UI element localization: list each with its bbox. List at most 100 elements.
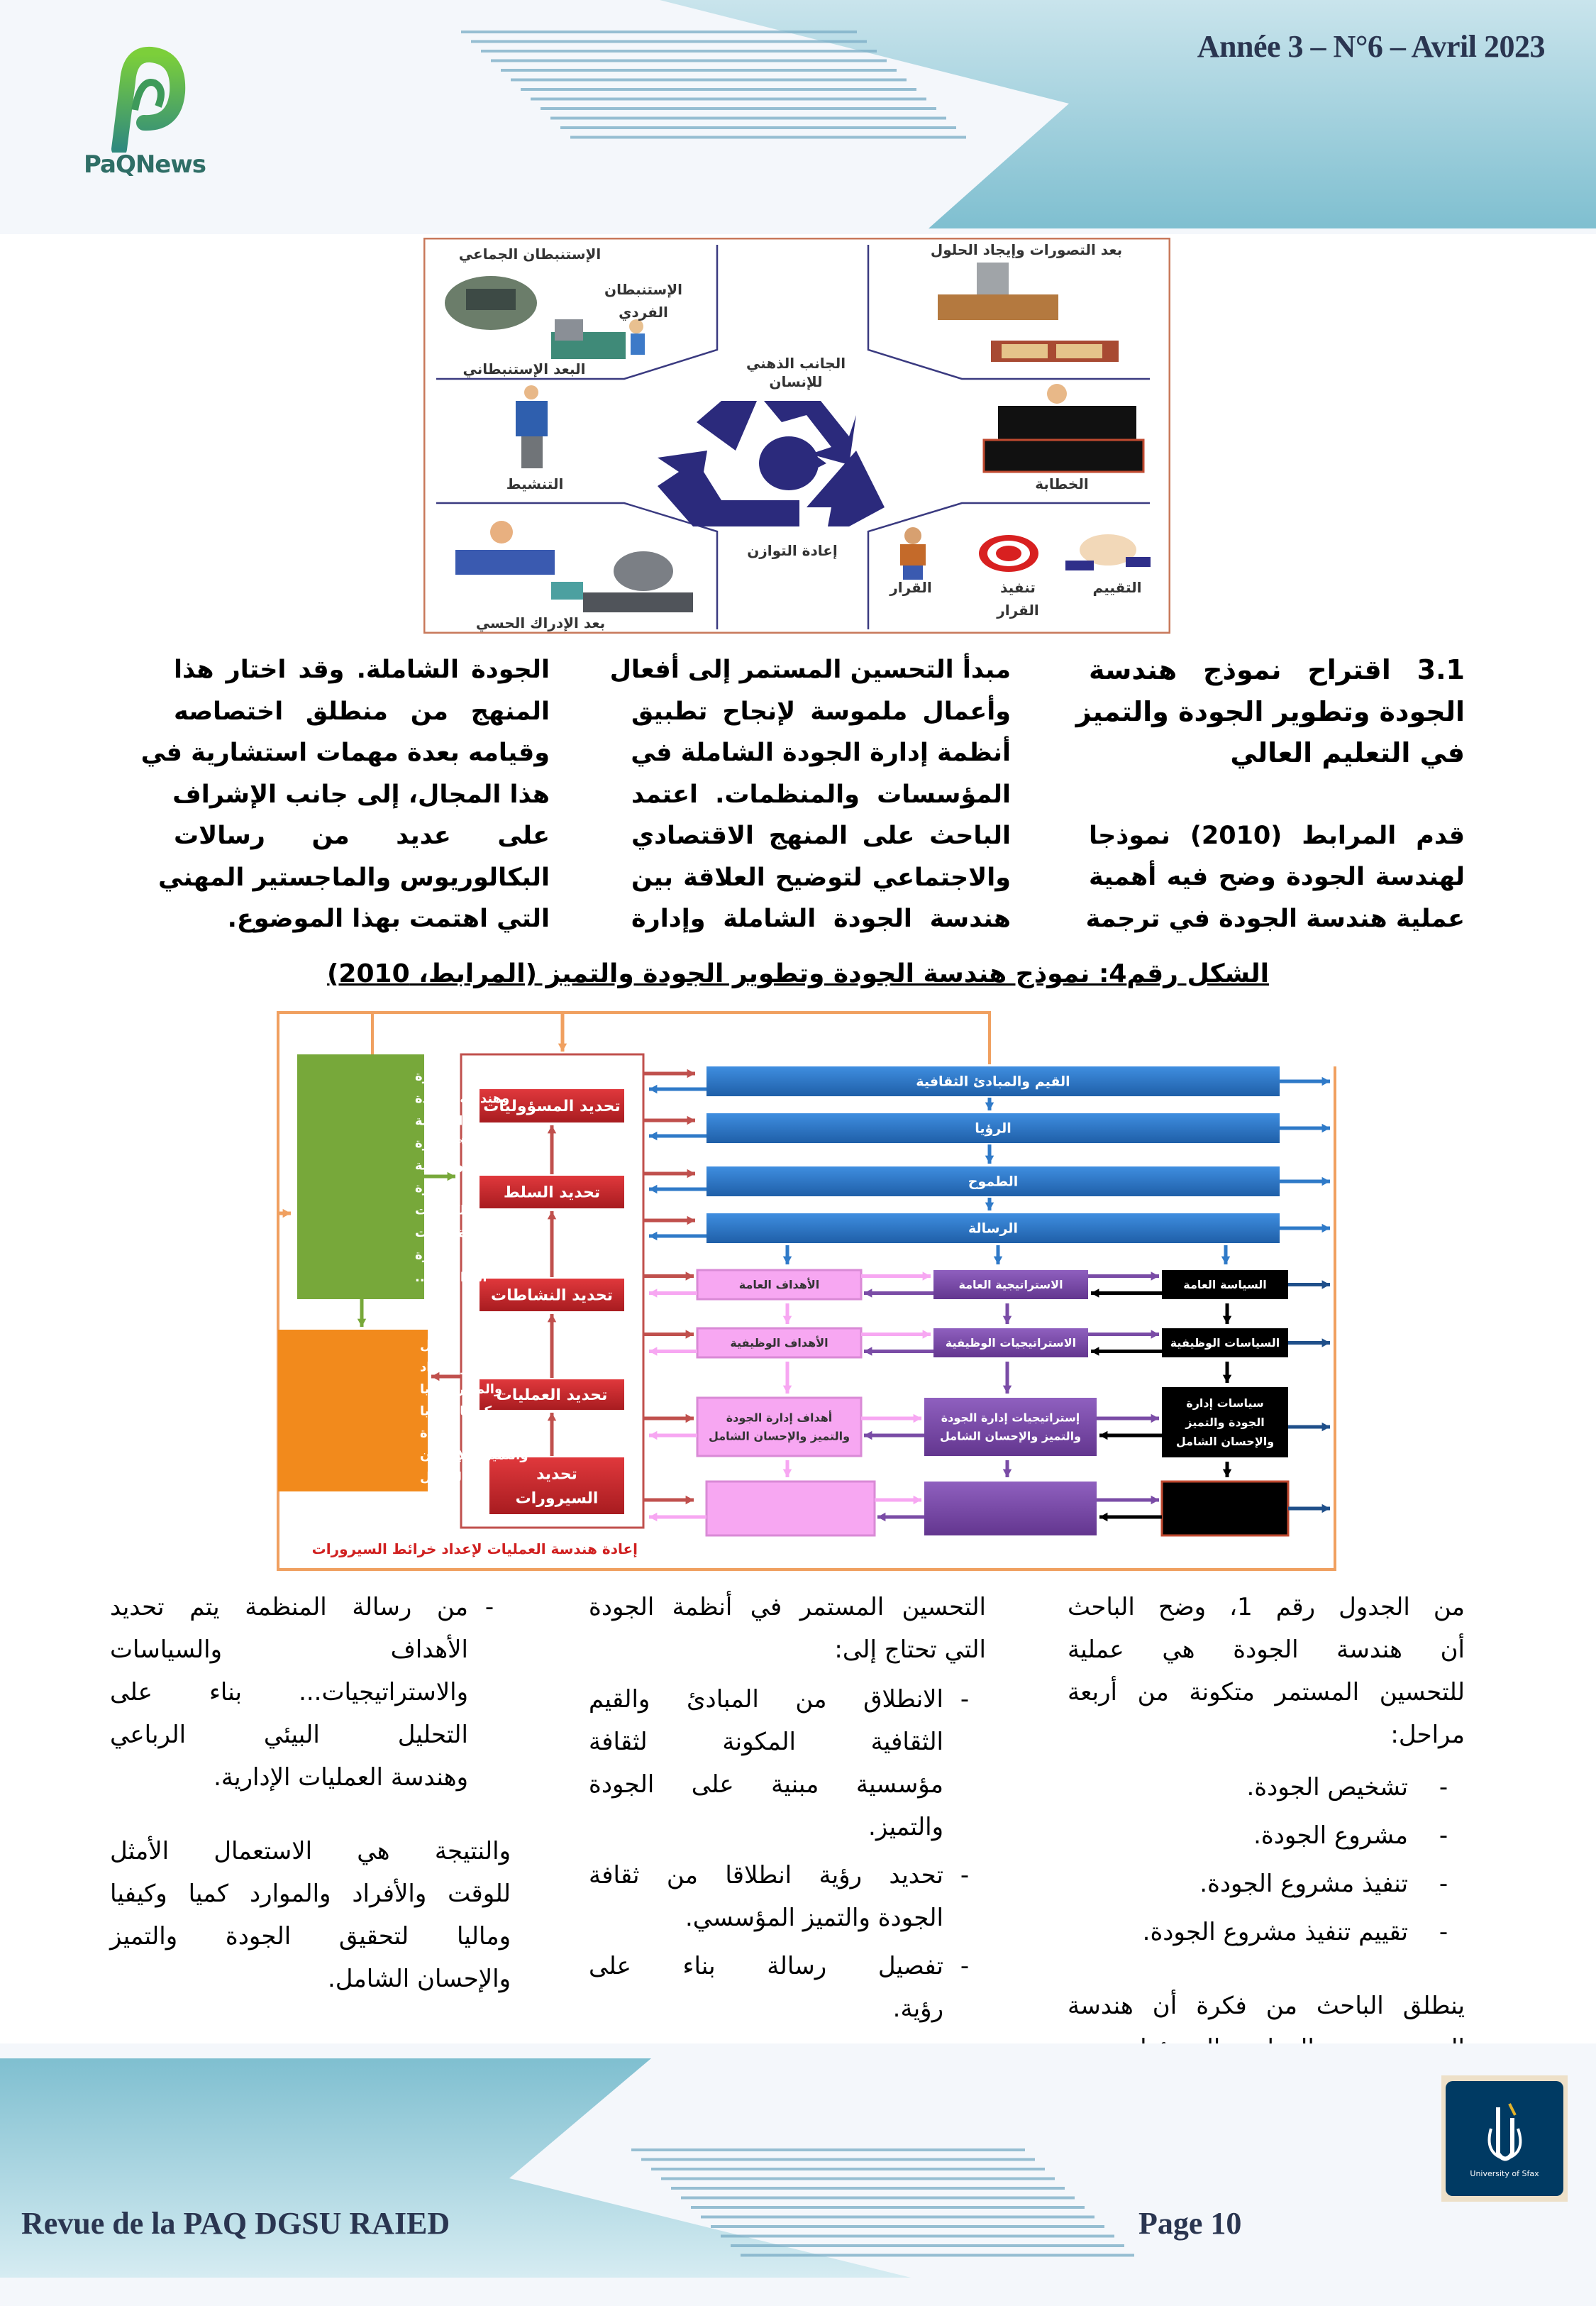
diagram-label: الجودة والتميز xyxy=(1185,1416,1264,1429)
diagram-label: والإحسان الشامل xyxy=(1176,1435,1274,1448)
clipart-reader xyxy=(455,521,555,575)
green-box xyxy=(297,1054,424,1299)
diagram-label: إستراتيجيات إدارة الجودة xyxy=(941,1411,1080,1425)
text-line: الانطلاق من المبادئ والقيم xyxy=(589,1685,943,1714)
diagram-label: الشاملة xyxy=(415,1114,462,1129)
blue-arrow-head xyxy=(649,1231,658,1241)
purple-box xyxy=(933,1270,1088,1299)
red-button-box xyxy=(480,1176,624,1208)
purple-down-arrow-head xyxy=(1002,1385,1012,1394)
text-line: تشخيص الجودة. xyxy=(1246,1773,1408,1802)
paqnews-logo-icon xyxy=(111,46,186,153)
list-dash: - xyxy=(1439,1870,1448,1898)
red-arrow-head xyxy=(685,1495,694,1505)
page-number: Page 10 xyxy=(1138,2206,1242,2241)
text-line: الأهداف والسياسات xyxy=(110,1635,468,1664)
black-arrow-head xyxy=(1091,1289,1099,1298)
blue-bar xyxy=(706,1166,1280,1196)
text-line: الثقافية المكونة لثقافة xyxy=(589,1728,943,1756)
black-box xyxy=(1162,1387,1288,1457)
header-decoration xyxy=(461,0,1596,228)
purple-arrow-head xyxy=(864,1289,872,1298)
label-execute-1: تنفيذ xyxy=(1000,579,1036,596)
purple-box xyxy=(924,1482,1097,1535)
diagram-label: * إدارة xyxy=(415,1069,457,1084)
diagram-label: وهندسة الجودة xyxy=(415,1091,509,1106)
diagram-label: سياسات إدارة xyxy=(1186,1396,1264,1410)
green-arrow-head xyxy=(357,1318,367,1327)
diagram-label: تحديد السلط xyxy=(504,1184,600,1202)
purple-arrow-head xyxy=(877,1512,886,1522)
orange-arrow-head xyxy=(282,1208,291,1218)
blue-bar xyxy=(706,1113,1280,1143)
red-arrow-head xyxy=(431,1372,440,1381)
pink-arrow-head xyxy=(913,1413,921,1423)
pink-box xyxy=(696,1269,863,1301)
text-line: والاجتماعي لتوضيح العلاقة بين xyxy=(631,863,1011,892)
red-arrow-head xyxy=(685,1271,694,1281)
text-line: مؤسسية مبنية على الجودة xyxy=(589,1770,943,1799)
black-box xyxy=(1162,1270,1288,1299)
quality-engineering-diagram: * إدارة وهندسة الجودة الشاملة * الإدارة اللو… xyxy=(277,1011,1336,1571)
figure-dividers xyxy=(436,245,1150,629)
diagram-label: الكفاءات xyxy=(415,1203,470,1218)
page-header: PaQNews Année 3 – N°6 – Avril 2023 xyxy=(0,0,1596,234)
section-heading: 3.1 اقتراح نموذج هندسة xyxy=(1089,654,1465,685)
frame-line xyxy=(277,1066,1336,1571)
label-collective-introspection: الإستنبطان الجماعي xyxy=(459,246,602,263)
blue-bar-label: الطموح xyxy=(968,1174,1019,1190)
diagram-label: والتميز والإحسان الشامل xyxy=(940,1430,1081,1443)
pink-arrow-head xyxy=(922,1330,931,1339)
frame-line xyxy=(372,1011,991,1064)
text-line: البكالوريوس والماجستير المهني xyxy=(157,863,550,892)
issue-info: Année 3 – N°6 – Avril 2023 xyxy=(1197,29,1546,64)
column-middle-2: التحسين المستمر في أنظمة الجودة التي تحت… xyxy=(589,1586,986,2030)
label-rebalancing: إعادة التوازن xyxy=(747,542,838,559)
red-arrow-head xyxy=(687,1115,695,1125)
diagram-label: * الإدارة xyxy=(415,1136,466,1151)
text-line: تفصيل رسالة بناء على xyxy=(589,1952,943,1980)
column-middle-1: مبدأ التحسين المستمر إلى أفعال وأعمال مل… xyxy=(610,649,1011,940)
figure-caption: الشكل رقم4: نموذج هندسة الجودة وتطوير ال… xyxy=(326,959,1270,988)
pink-arrow-head xyxy=(649,1512,658,1522)
diagram-label: تحديد المسؤوليات xyxy=(483,1098,620,1115)
text-line: من الجدول رقم 1، وضح الباحث xyxy=(1068,1593,1465,1621)
list-dash: - xyxy=(1439,1918,1448,1946)
logo-text: PaQNews xyxy=(84,150,206,179)
column-right-2: من الجدول رقم 1، وضح الباحث أن هندسة الج… xyxy=(1068,1586,1465,2043)
text-line: لهندسة الجودة وضح فيه أهمية xyxy=(1089,863,1465,891)
diagram-label: * إدارة الوقت xyxy=(415,1225,500,1240)
red-button-box xyxy=(489,1457,624,1514)
recycle-head-icon xyxy=(658,401,885,526)
diagram-label: السيرورات xyxy=(516,1490,599,1508)
label-introspective-dimension: البعد الإستنبطاني xyxy=(463,360,586,378)
text-line: تقييم تنفيذ مشروع الجودة. xyxy=(1142,1918,1408,1946)
red-arrow-head xyxy=(687,1069,695,1078)
diagram-label: الاستعمال الأمثل xyxy=(420,1337,526,1352)
red-arrow-head xyxy=(687,1169,695,1179)
diagram-label: والتميز والإحسان الشامل xyxy=(709,1430,850,1443)
black-box xyxy=(1160,1480,1290,1537)
text-line: للوقت والأفراد والموارد كميا وكيفيا xyxy=(110,1880,511,1908)
list-dash: - xyxy=(960,1952,970,1980)
diagram-label: الشامل xyxy=(420,1469,466,1484)
text-line: الجودة هي العملية المسؤولة عن xyxy=(1068,2027,1465,2043)
diagram-label: السياسة العامة xyxy=(1183,1278,1266,1291)
pink-arrow-head xyxy=(649,1430,658,1440)
blue-arrow-head xyxy=(649,1131,658,1141)
clipart-desk-papers xyxy=(938,263,1119,362)
text-line: المؤسسات والمنظمات. اعتمد xyxy=(631,780,1011,809)
blue-arrow-head xyxy=(649,1084,658,1094)
diagram-label: وكيفيا وماليا xyxy=(420,1403,499,1418)
bottom-label: إعادة هندسة العمليات لإعداد خرائط السيرو… xyxy=(312,1540,638,1557)
text-line: قدم المرابط (2010) نموذجا xyxy=(1089,821,1465,850)
blue-arrow-head xyxy=(1321,1280,1330,1289)
list-item: - مشروع الجودة. xyxy=(1068,1814,1465,1857)
black-arrow-head xyxy=(1091,1347,1099,1356)
purple-arrow-head xyxy=(1151,1271,1159,1281)
purple-arrow-head xyxy=(1151,1413,1159,1423)
journal-name: Revue de la PAQ DGSU RAIED xyxy=(21,2206,450,2241)
red-arrow-head xyxy=(687,1215,695,1225)
blue-arrow-head xyxy=(1321,1422,1330,1432)
list-item: - من رسالة المنظمة يتم تحديد الأهداف وال… xyxy=(110,1586,511,1799)
